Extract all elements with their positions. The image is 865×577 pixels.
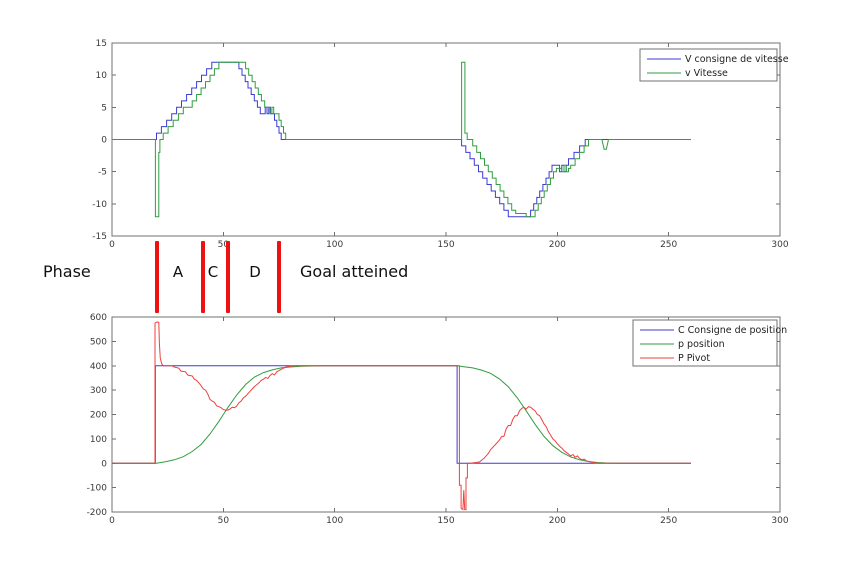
y-tick-label: 400 — [90, 362, 107, 372]
x-tick-label: 200 — [549, 240, 566, 250]
x-tick-label: 50 — [218, 240, 230, 250]
phase-marker-bar — [155, 241, 159, 313]
y-tick-label: 5 — [101, 103, 107, 113]
y-tick-label: 0 — [101, 136, 107, 146]
x-tick-label: 0 — [109, 516, 115, 526]
series-v-vitesse — [112, 61, 691, 218]
y-tick-label: 600 — [90, 313, 107, 323]
series-c-consigne-de-position — [112, 365, 691, 464]
y-tick-label: -5 — [98, 168, 107, 178]
x-tick-label: 50 — [218, 516, 230, 526]
y-tick-label: 300 — [90, 386, 107, 396]
x-tick-label: 200 — [549, 516, 566, 526]
y-tick-label: -200 — [87, 508, 108, 518]
goal-attained-label: Goal atteined — [300, 262, 409, 281]
x-tick-label: 100 — [326, 516, 343, 526]
legend-entry: v Vitesse — [685, 68, 728, 79]
y-tick-label: 10 — [96, 71, 108, 81]
phase-label: Phase — [43, 262, 91, 281]
y-tick-label: -10 — [92, 200, 107, 210]
x-tick-label: 250 — [660, 516, 677, 526]
y-tick-label: -15 — [92, 232, 107, 242]
x-tick-label: 300 — [771, 240, 788, 250]
phase-marker-bar — [226, 241, 230, 313]
velocity-legend: V consigne de vitesse v Vitesse — [639, 48, 789, 82]
x-tick-label: 150 — [437, 516, 454, 526]
legend-entry: V consigne de vitesse — [685, 54, 789, 65]
position-legend: C Consigne de position p position P Pivot — [632, 319, 787, 367]
legend-entry: P Pivot — [678, 353, 710, 364]
y-tick-label: 100 — [90, 435, 107, 445]
y-tick-label: 200 — [90, 411, 107, 421]
y-tick-label: -100 — [87, 484, 108, 494]
y-tick-label: 0 — [101, 459, 107, 469]
phase-section-label-a: A — [172, 263, 184, 281]
series-p-position — [112, 365, 691, 464]
series-p-pivot — [112, 321, 691, 511]
x-tick-label: 100 — [326, 240, 343, 250]
x-tick-label: 250 — [660, 240, 677, 250]
legend-entry: p position — [678, 339, 725, 350]
x-tick-label: 300 — [771, 516, 788, 526]
x-tick-label: 150 — [437, 240, 454, 250]
legend-entry: C Consigne de position — [678, 325, 787, 336]
phase-marker-bar — [201, 241, 205, 313]
y-tick-label: 15 — [96, 39, 107, 49]
phase-marker-bar — [277, 241, 281, 313]
x-tick-label: 0 — [109, 240, 115, 250]
phase-section-label-c: C — [207, 263, 219, 281]
y-tick-label: 500 — [90, 337, 107, 347]
phase-section-label-d: D — [249, 263, 261, 281]
position-chart: 0 50 100 150 200 250 300 600 500 400 300 200 100 0 -10… — [87, 313, 789, 526]
